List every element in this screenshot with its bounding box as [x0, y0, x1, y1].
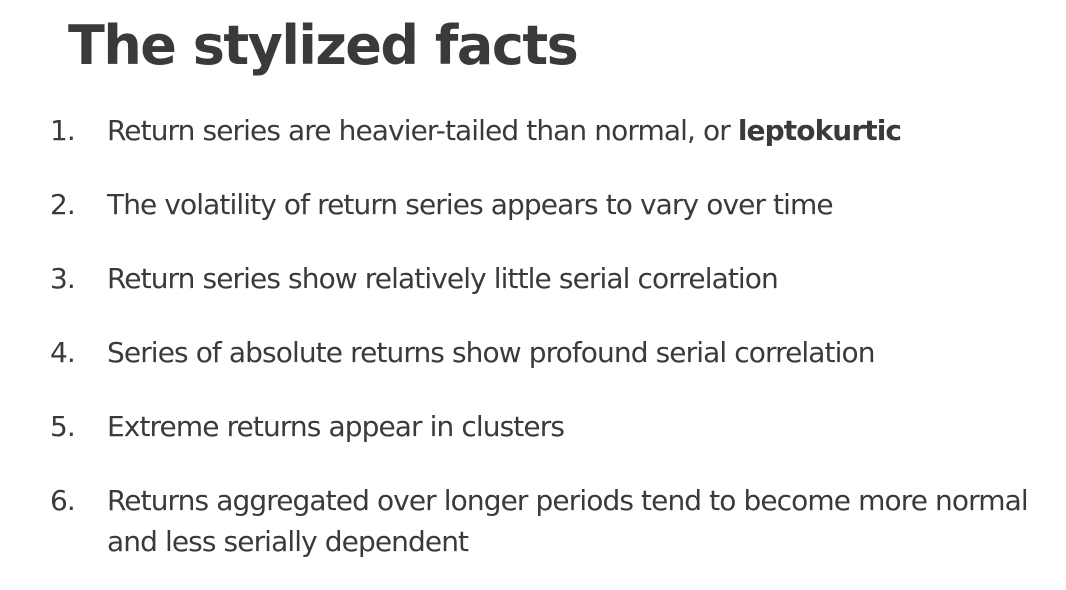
- fact-number: 6.: [50, 484, 76, 517]
- fact-item-6: 6. Returns aggregated over longer period…: [50, 480, 1050, 562]
- fact-item-4: 4. Series of absolute returns show profo…: [50, 332, 1050, 373]
- fact-text: Extreme returns appear in clusters: [107, 410, 565, 443]
- fact-number: 1.: [50, 114, 76, 147]
- fact-text: Return series show relatively little ser…: [107, 262, 779, 295]
- facts-list: 1. Return series are heavier-tailed than…: [50, 110, 1050, 562]
- fact-emphasis: leptokurtic: [737, 114, 902, 147]
- fact-item-5: 5. Extreme returns appear in clusters: [50, 406, 1050, 447]
- fact-text: The volatility of return series appears …: [107, 188, 834, 221]
- fact-text: Returns aggregated over longer periods t…: [107, 484, 1029, 558]
- fact-text: Return series are heavier-tailed than no…: [107, 114, 738, 147]
- fact-number: 5.: [50, 410, 76, 443]
- fact-item-3: 3. Return series show relatively little …: [50, 258, 1050, 299]
- fact-item-2: 2. The volatility of return series appea…: [50, 184, 1050, 225]
- fact-text: Series of absolute returns show profound…: [107, 336, 875, 369]
- fact-item-1: 1. Return series are heavier-tailed than…: [50, 110, 1050, 151]
- fact-number: 3.: [50, 262, 76, 295]
- fact-number: 4.: [50, 336, 76, 369]
- fact-number: 2.: [50, 188, 76, 221]
- slide-title: The stylized facts: [68, 14, 579, 77]
